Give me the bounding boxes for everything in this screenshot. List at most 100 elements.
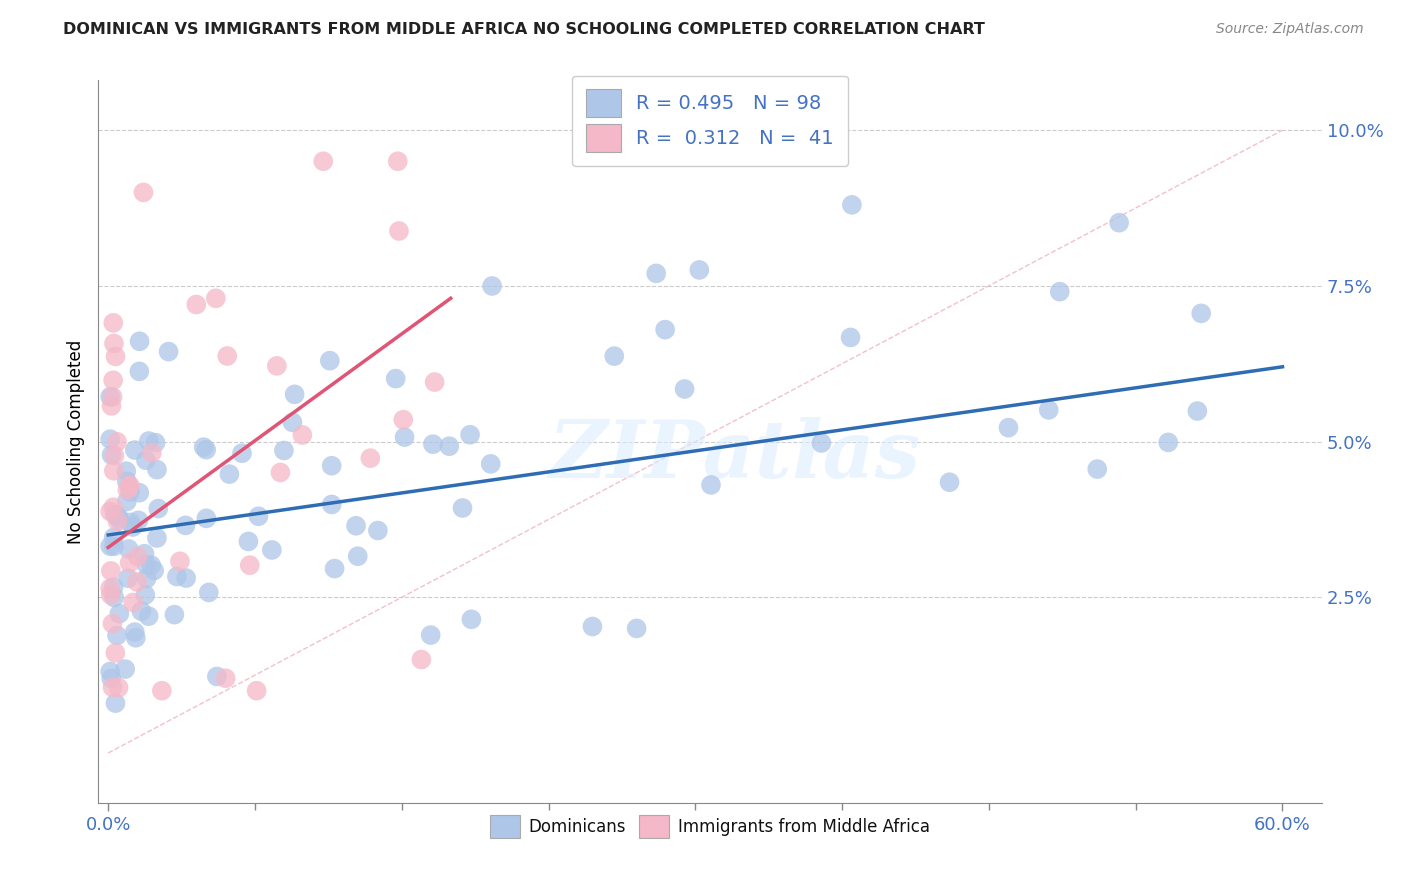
Point <box>100 448 122 462</box>
Point <box>108 513 131 527</box>
Point <box>117 483 139 497</box>
Point <box>166 569 188 583</box>
Point <box>107 681 129 695</box>
Point <box>423 375 446 389</box>
Point <box>460 612 482 626</box>
Point <box>103 530 125 544</box>
Point <box>135 453 157 467</box>
Text: DOMINICAN VS IMMIGRANTS FROM MIDDLE AFRICA NO SCHOOLING COMPLETED CORRELATION CH: DOMINICAN VS IMMIGRANTS FROM MIDDLE AFRI… <box>63 22 986 37</box>
Point <box>247 509 270 524</box>
Point <box>118 479 141 493</box>
Point <box>205 669 228 683</box>
Point <box>323 561 346 575</box>
Point <box>100 564 122 578</box>
Point <box>127 549 149 564</box>
Point <box>104 350 127 364</box>
Point <box>101 680 124 694</box>
Point <box>186 297 208 311</box>
Point <box>121 520 143 534</box>
Point <box>217 349 239 363</box>
Point <box>645 266 668 280</box>
Point <box>124 443 146 458</box>
Point <box>98 390 121 404</box>
Point <box>148 501 170 516</box>
Point <box>105 628 128 642</box>
Point <box>1108 216 1130 230</box>
Point <box>841 198 863 212</box>
Point <box>367 524 389 538</box>
Point <box>150 683 173 698</box>
Point <box>388 224 411 238</box>
Point <box>134 547 156 561</box>
Point <box>132 186 155 200</box>
Point <box>103 580 125 594</box>
Point <box>174 571 197 585</box>
Point <box>214 671 236 685</box>
Point <box>458 427 481 442</box>
Point <box>118 478 141 492</box>
Point <box>120 516 142 530</box>
Point <box>603 349 626 363</box>
Point <box>114 662 136 676</box>
Point <box>174 518 197 533</box>
Point <box>321 458 343 473</box>
Point <box>115 494 138 508</box>
Point <box>1038 403 1060 417</box>
Point <box>103 464 125 478</box>
Point <box>321 498 343 512</box>
Point <box>581 619 603 633</box>
Point <box>938 475 960 490</box>
Point <box>269 466 291 480</box>
Point <box>1049 285 1071 299</box>
Point <box>291 428 314 442</box>
Point <box>169 554 191 568</box>
Point <box>98 432 121 446</box>
Point <box>1189 306 1212 320</box>
Point <box>394 430 416 444</box>
Point <box>125 631 148 645</box>
Text: Source: ZipAtlas.com: Source: ZipAtlas.com <box>1216 22 1364 37</box>
Point <box>193 440 215 454</box>
Point <box>673 382 696 396</box>
Point <box>312 154 335 169</box>
Point <box>127 513 149 527</box>
Point <box>117 571 139 585</box>
Point <box>134 588 156 602</box>
Y-axis label: No Schooling Completed: No Schooling Completed <box>66 340 84 543</box>
Point <box>319 353 342 368</box>
Point <box>260 543 283 558</box>
Point <box>387 154 409 169</box>
Point <box>107 510 129 524</box>
Point <box>700 478 723 492</box>
Point <box>108 607 131 621</box>
Point <box>100 588 122 602</box>
Point <box>197 585 219 599</box>
Point <box>359 451 381 466</box>
Point <box>281 415 304 429</box>
Point <box>195 511 218 525</box>
Point <box>163 607 186 622</box>
Point <box>104 696 127 710</box>
Point <box>115 464 138 478</box>
Point <box>101 390 124 404</box>
Point <box>141 446 163 460</box>
Point <box>103 316 125 330</box>
Point <box>266 359 288 373</box>
Point <box>273 443 295 458</box>
Point <box>101 373 124 387</box>
Point <box>98 582 121 596</box>
Point <box>128 485 150 500</box>
Point <box>810 436 832 450</box>
Point <box>157 344 180 359</box>
Point <box>100 671 122 685</box>
Point <box>997 420 1019 434</box>
Point <box>146 462 169 476</box>
Point <box>131 604 153 618</box>
Point <box>138 609 160 624</box>
Point <box>105 434 128 449</box>
Point <box>439 439 461 453</box>
Point <box>124 625 146 640</box>
Point <box>422 437 444 451</box>
Point <box>117 541 139 556</box>
Point <box>103 539 125 553</box>
